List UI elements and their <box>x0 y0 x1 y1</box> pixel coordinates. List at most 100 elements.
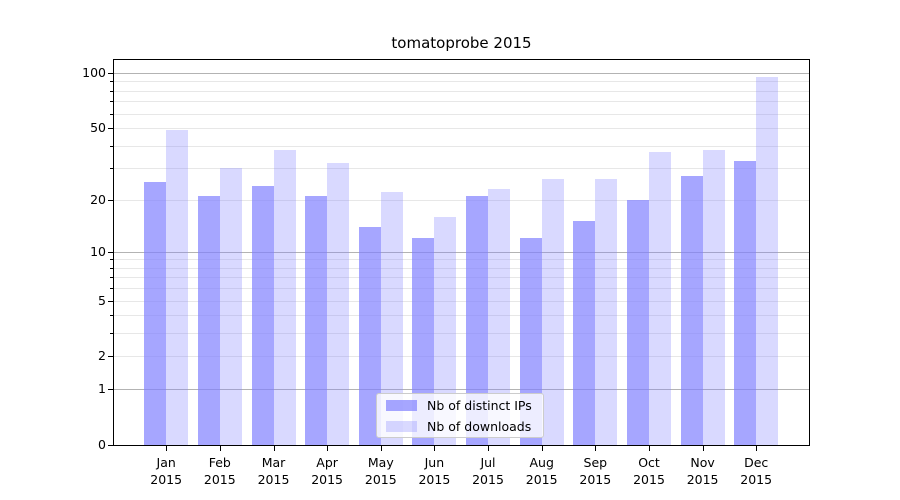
x-tick-label-jun: Jun 2015 <box>418 455 451 487</box>
x-tick-label-may: May 2015 <box>364 455 397 487</box>
y-minor-gridline <box>114 168 809 170</box>
y-tick <box>108 199 113 201</box>
x-tick <box>649 446 650 451</box>
bar-nov-distinct-ips <box>680 176 703 445</box>
x-tick-label-sep: Sep 2015 <box>579 455 612 487</box>
bar-may-downloads <box>380 192 403 445</box>
bar-sep-distinct-ips <box>573 221 596 445</box>
y-minor-gridline <box>114 288 809 290</box>
legend-entry-downloads: Nb of downloads <box>386 419 535 434</box>
x-tick <box>219 446 221 451</box>
x-tick-label-mar: Mar 2015 <box>257 455 290 487</box>
x-tick-label-aug: Aug 2015 <box>525 455 558 487</box>
y-minor-tick <box>110 145 113 147</box>
y-tick-label: 0 <box>98 437 106 452</box>
y-minor-gridline <box>114 101 809 103</box>
bar-jan-distinct-ips <box>144 182 167 445</box>
y-minor-gridline <box>114 90 809 92</box>
bar-feb-downloads <box>219 168 242 445</box>
y-tick-label: 100 <box>82 64 106 80</box>
y-minor-gridline <box>114 259 809 261</box>
x-tick <box>434 446 436 451</box>
y-tick-label: 5 <box>98 292 106 308</box>
y-minor-tick <box>110 113 113 115</box>
y-minor-gridline <box>114 333 809 335</box>
x-tick <box>756 446 758 451</box>
x-tick <box>702 446 704 451</box>
y-tick-label: 2 <box>98 348 106 364</box>
x-tick <box>595 446 597 451</box>
bar-aug-downloads <box>541 179 564 445</box>
y-minor-tick <box>110 101 113 103</box>
y-tick <box>108 389 113 391</box>
bar-apr-downloads <box>327 163 350 445</box>
y-minor-tick <box>110 333 113 335</box>
bar-mar-distinct-ips <box>251 185 274 445</box>
y-minor-tick <box>110 168 113 170</box>
y-major-gridline <box>114 251 809 253</box>
bar-oct-downloads <box>649 151 671 445</box>
x-tick <box>488 446 489 451</box>
y-minor-tick <box>110 259 113 261</box>
bar-may-distinct-ips <box>358 226 381 445</box>
bar-jun-downloads <box>434 216 457 445</box>
y-tick-label: 10 <box>90 243 106 259</box>
y-minor-tick <box>110 315 113 317</box>
bar-oct-distinct-ips <box>627 199 649 445</box>
bar-nov-downloads <box>702 149 725 445</box>
bar-jul-distinct-ips <box>466 195 488 445</box>
y-tick-label: 20 <box>90 191 106 207</box>
y-minor-tick <box>110 90 113 92</box>
legend-entry-distinct-ips: Nb of distinct IPs <box>386 398 535 413</box>
y-tick-label: 50 <box>90 120 106 135</box>
bar-apr-distinct-ips <box>305 195 328 445</box>
bar-sep-downloads <box>595 179 618 445</box>
x-tick <box>166 446 168 451</box>
y-minor-gridline <box>114 81 809 83</box>
y-minor-gridline <box>114 128 809 129</box>
legend-swatch-downloads <box>386 420 417 432</box>
y-tick <box>108 445 113 446</box>
y-minor-gridline <box>114 267 809 269</box>
y-minor-tick <box>110 81 113 83</box>
bar-dec-downloads <box>756 77 779 445</box>
plot-area: 0 1 2 5 10 20 50 100 Jan 2015 Feb 2015 Mar 2015 Ap… <box>82 59 810 487</box>
x-tick-label-nov: Nov 2015 <box>686 455 719 487</box>
y-minor-tick <box>110 277 113 279</box>
y-tick <box>108 300 113 302</box>
legend: Nb of distinct IPs Nb of downloads <box>376 393 544 438</box>
chart-title: tomatoprobe 2015 <box>391 34 532 52</box>
y-minor-gridline <box>114 113 809 115</box>
y-major-gridline <box>114 389 809 391</box>
x-tick-label-feb: Feb 2015 <box>203 455 236 487</box>
y-tick <box>108 251 113 253</box>
y-minor-gridline <box>114 145 809 147</box>
x-tick-label-oct: Oct 2015 <box>633 455 665 487</box>
y-minor-tick <box>110 288 113 290</box>
bar-jan-downloads <box>166 129 189 445</box>
x-tick <box>380 446 382 451</box>
y-minor-gridline <box>114 199 809 201</box>
legend-swatch-distinct-ips <box>386 399 417 411</box>
bar-mar-downloads <box>273 149 296 445</box>
y-minor-gridline <box>114 277 809 279</box>
y-tick <box>108 356 113 358</box>
bar-dec-distinct-ips <box>734 160 757 445</box>
y-minor-gridline <box>114 315 809 317</box>
x-tick <box>273 446 275 451</box>
y-major-gridline <box>114 72 809 74</box>
legend-label-downloads: Nb of downloads <box>427 418 532 434</box>
x-tick-label-dec: Dec 2015 <box>740 455 773 487</box>
x-tick-label-jan: Jan 2015 <box>150 455 183 487</box>
x-tick-label-jul: Jul 2015 <box>472 455 504 487</box>
x-tick <box>541 446 543 451</box>
y-tick <box>108 72 113 74</box>
x-tick <box>327 446 329 451</box>
y-minor-tick <box>110 267 113 269</box>
y-tick-label: 1 <box>98 381 106 397</box>
legend-label-distinct-ips: Nb of distinct IPs <box>427 397 532 413</box>
x-tick-label-apr: Apr 2015 <box>311 455 343 487</box>
bar-jul-downloads <box>488 188 510 445</box>
y-minor-gridline <box>114 300 809 302</box>
